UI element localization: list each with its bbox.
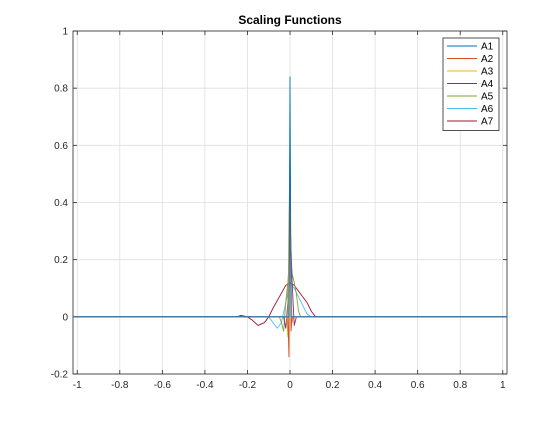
legend-label: A6 [481,104,494,115]
x-tick-label: 0.6 [411,380,425,391]
y-tick-label: 0.6 [54,141,68,152]
series-line-a1 [73,76,507,318]
series-line-a5 [73,247,507,332]
x-tick-label: -0.2 [239,380,257,391]
y-tick-label: 0.2 [54,255,68,266]
x-tick-label: -0.6 [154,380,172,391]
legend-label: A3 [481,67,494,78]
x-tick-label: 0.8 [453,380,467,391]
x-tick-label: -0.8 [111,380,129,391]
x-tick-label: 0.4 [368,380,382,391]
legend-box [442,37,500,131]
legend-label: A2 [481,54,494,65]
series-lines [73,76,507,358]
y-tick-label: 0.8 [54,84,68,95]
x-tick-label: -1 [73,380,82,391]
legend-label: A5 [481,92,494,103]
y-tick-label: 1 [62,27,68,38]
y-tick-label: 0.4 [54,198,68,209]
y-tick-label: -0.2 [51,370,69,381]
y-tick-label: 0 [62,312,68,323]
x-tick-label: -0.4 [196,380,214,391]
series-line-a6 [73,282,507,329]
x-tick-label: 1 [500,380,506,391]
legend-label: A4 [481,79,494,90]
x-tick-label: 0 [287,380,293,391]
chart-title: Scaling Functions [238,13,342,27]
legend-label: A1 [481,42,494,53]
legend-label: A7 [481,117,494,128]
x-tick-label: 0.2 [326,380,340,391]
ticks: -1 -0.8 -0.6 -0.4 -0.2 0 0.2 0.4 0.6 0.8 1 -0.2 0 0.2… [51,27,507,391]
